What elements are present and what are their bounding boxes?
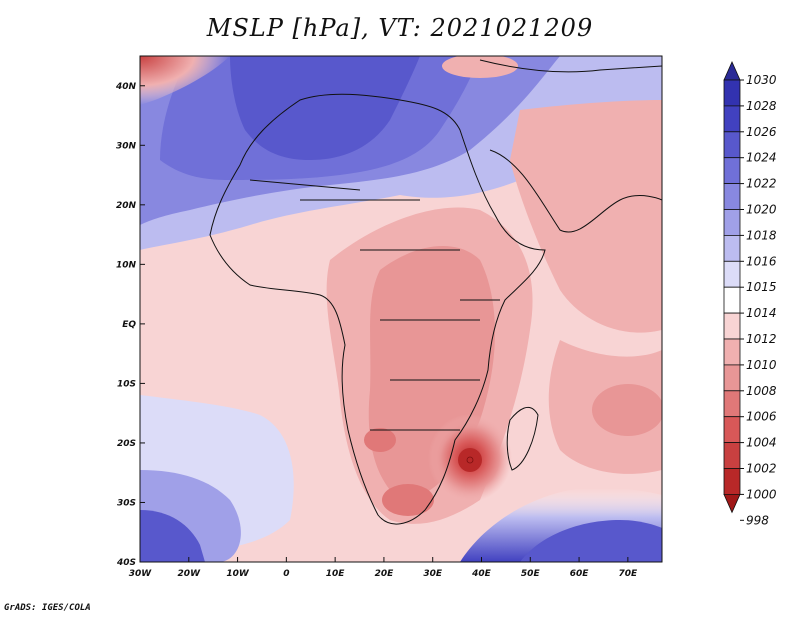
colorbar-swatch [723,338,741,366]
colorbar-label: 1030 [746,73,777,87]
colorbar-label: 1002 [746,462,777,476]
colorbar-label: 1004 [746,436,777,450]
colorbar-label: 1024 [746,151,777,165]
y-tick-label: 10S [117,379,136,389]
colorbar-label: 1026 [746,125,777,139]
colorbar-swatch [723,312,741,340]
x-tick-label: 60E [570,569,590,579]
x-tick-label: 20W [178,569,202,579]
colorbar-swatch [723,390,741,418]
x-tick-label: 40E [471,569,492,579]
y-tick-label: 10N [116,260,137,270]
x-tick-label: 70E [619,569,639,579]
colorbar-swatch [723,157,741,184]
colorbar-swatch [723,416,741,444]
colorbar: 1030 1028 1026 1024 1022 1020 1018 1016 1015 1014… [723,61,777,527]
map-title: MSLP [hPa], VT: 2021021209 [206,14,594,42]
y-tick-label: 40N [115,82,137,92]
colorbar-label: 1006 [746,410,777,424]
colorbar-label: 1016 [746,254,777,268]
colorbar-swatch [723,286,741,314]
colorbar-swatch [723,442,741,469]
y-tick-label: 30S [117,498,136,508]
colorbar-swatch [723,260,741,288]
colorbar-swatch [723,364,741,392]
colorbar-label: 1014 [746,306,777,320]
colorbar-label: 1018 [746,228,777,242]
colorbar-label: 1015 [746,280,777,294]
footer-credit: GrADS: IGES/COLA [4,603,91,613]
colorbar-label: 1010 [746,358,777,372]
colorbar-swatch [723,183,741,210]
x-tick-label: 20E [375,569,395,579]
y-tick-label: 20S [117,439,136,449]
pressure-field [140,56,662,562]
colorbar-label: 1008 [746,384,777,398]
colorbar-swatch [723,468,741,495]
colorbar-label: 998 [746,513,769,527]
y-tick-label: 30N [116,141,137,151]
colorbar-label: 1028 [746,99,777,113]
x-axis: 30W 20W 10W 0 10E 20E 30E 40E 50E 60E 70E [129,557,638,579]
y-axis: 40N 30N 20N 10N EQ 10S 20S 30S 40S [115,82,145,568]
colorbar-swatch [723,79,741,107]
y-tick-label: EQ [122,320,136,330]
colorbar-swatch [723,209,741,236]
x-tick-label: 0 [283,569,289,579]
x-tick-label: 50E [521,569,541,579]
low-center-marker [466,456,474,464]
colorbar-swatch [723,131,741,159]
colorbar-swatch [723,105,741,133]
coastlines [209,59,662,525]
x-tick-label: 10E [326,569,346,579]
colorbar-swatch [723,234,741,262]
y-tick-label: 40S [116,558,136,568]
x-tick-label: 10W [226,569,250,579]
y-tick-label: 20N [116,201,137,211]
x-tick-label: 30W [129,569,153,579]
colorbar-label: 1020 [746,203,777,217]
map-frame [139,55,663,563]
colorbar-bottom-arrow [723,494,741,514]
colorbar-top-arrow [723,61,741,81]
colorbar-label: 1000 [746,487,777,501]
colorbar-label: 1022 [746,177,777,191]
x-tick-label: 30E [423,569,443,579]
colorbar-label: 1012 [746,332,777,346]
